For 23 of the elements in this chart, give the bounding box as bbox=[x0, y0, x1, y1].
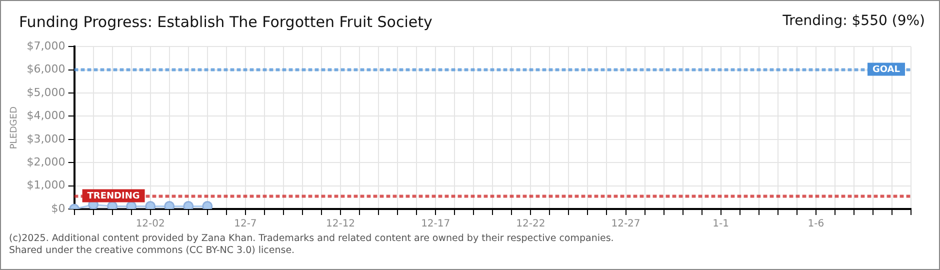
x-tick-label: 12-7 bbox=[234, 218, 257, 230]
x-tick-label: 1-6 bbox=[808, 218, 824, 230]
chart-subtitle: Trending: $550 (9%) bbox=[782, 13, 925, 31]
x-tick-label: 12-27 bbox=[611, 218, 640, 230]
y-tick-label: $6,000 bbox=[26, 62, 66, 76]
ref-line-label: GOAL bbox=[872, 65, 900, 76]
x-tick-label: 12-12 bbox=[326, 218, 356, 230]
ref-line-label: TRENDING bbox=[87, 192, 140, 202]
y-tick-label: $2,000 bbox=[26, 155, 66, 168]
y-tick-label: $3,000 bbox=[26, 132, 66, 146]
y-tick-label: $4,000 bbox=[26, 109, 66, 122]
chart-title: Funding Progress: Establish The Forgotten Fruit Society bbox=[19, 13, 432, 33]
x-tick-label: 12-17 bbox=[421, 218, 450, 230]
x-tick-label: 1-1 bbox=[712, 218, 730, 230]
y-axis-title: PLEDGED bbox=[10, 106, 20, 150]
y-tick-label: $1,000 bbox=[26, 178, 66, 192]
text: (c)2025. Additional content provided by Zana Khan. Trademarks and related content are owned by their respective companies. bbox=[9, 233, 615, 245]
x-tick-label: 12-22 bbox=[516, 218, 546, 230]
y-tick-label: $7,000 bbox=[26, 39, 66, 52]
text: Shared under the creative commons (CC BY-NC 3.0) license. bbox=[9, 245, 296, 257]
y-tick-label: $5,000 bbox=[26, 86, 66, 99]
x-tick-label: 12-02 bbox=[136, 218, 165, 230]
y-tick-label: $0 bbox=[51, 202, 66, 215]
